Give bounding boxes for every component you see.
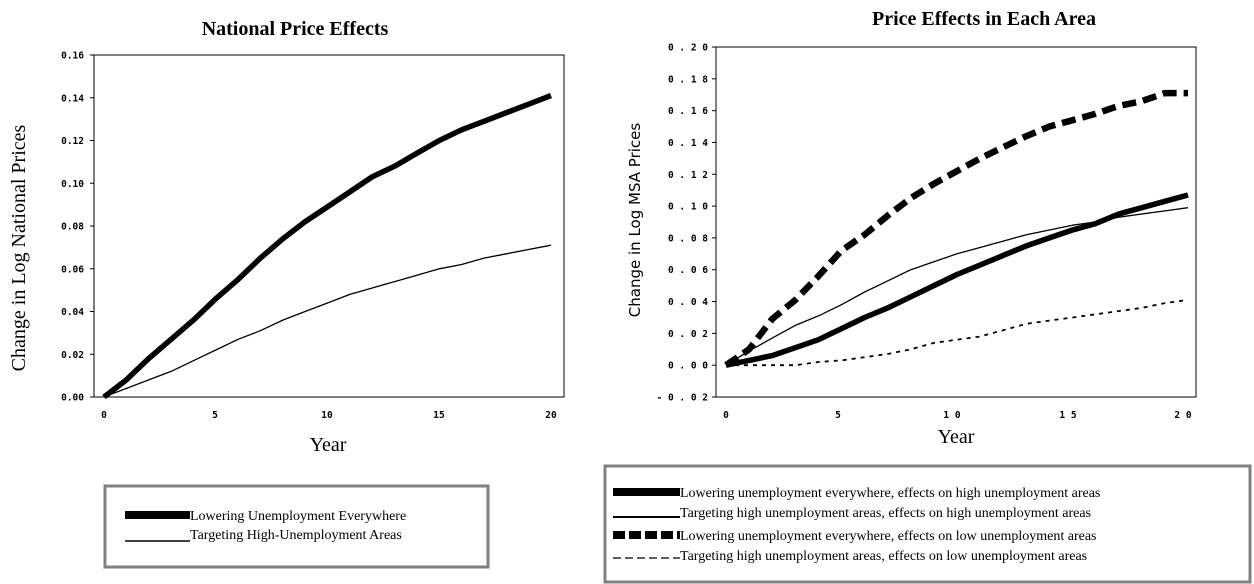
series-line-4	[726, 299, 1189, 367]
legend-entry: Lowering unemployment everywhere, effect…	[680, 486, 1100, 501]
y-tick-label: 0.12	[61, 136, 84, 147]
y-tick-label: 0 . 0 4	[668, 297, 708, 308]
legend-frame	[103, 484, 490, 569]
x-tick-label: 2 0	[1174, 410, 1191, 421]
series-line-2	[725, 207, 1189, 366]
y-tick-label: 0 . 0 0	[668, 361, 708, 372]
y-tick-labels: - 0 . 0 2 0 . 0 0 0 . 0 2 0 . 0 4 0 . 0 6 0 .…	[657, 43, 709, 404]
y-tick-label: 0.16	[61, 51, 84, 62]
x-tick-label: 15	[433, 410, 445, 421]
y-axis-label: Change in Log National Prices	[8, 124, 30, 371]
y-tick-label: 0 . 1 2	[668, 170, 708, 181]
legend: Lowering Unemployment Everywhere Targeti…	[103, 484, 490, 569]
chart-title: Price Effects in Each Area	[872, 8, 1096, 30]
series-lines	[724, 89, 1189, 368]
series-line-3	[724, 89, 1188, 368]
series-line-1	[725, 192, 1189, 368]
series-line-1	[102, 93, 552, 400]
y-tick-label: 0.00	[61, 393, 84, 404]
legend-entry: Targeting high unemployment areas, effec…	[680, 506, 1091, 521]
y-tick-label: 0.04	[61, 307, 84, 318]
x-tick-label: 0	[101, 410, 107, 421]
y-tick-label: 0 . 0 2	[668, 329, 708, 340]
legend: Lowering unemployment everywhere, effect…	[603, 464, 1252, 584]
y-tick-label: 0 . 0 6	[668, 265, 708, 276]
series-line-2	[103, 244, 552, 398]
x-axis-label: Year	[938, 426, 975, 448]
legend-entry: Lowering Unemployment Everywhere	[190, 509, 406, 524]
plot-area-frame	[715, 46, 1197, 398]
legend-entry: Targeting High-Unemployment Areas	[190, 528, 402, 543]
y-tick-label: 0.06	[61, 264, 84, 275]
x-tick-label: 1 0	[943, 410, 960, 421]
y-tick-label: 0 . 1 0	[668, 202, 708, 213]
tick-marks	[712, 46, 716, 398]
y-tick-label: 0.08	[61, 222, 84, 233]
x-tick-label: 0	[723, 410, 729, 421]
y-tick-label: 0 . 1 4	[668, 138, 708, 149]
y-tick-labels: 0.00 0.02 0.04 0.06 0.08 0.10 0.12 0.14 0.16	[61, 51, 84, 404]
series-lines	[102, 93, 552, 400]
chart-title: National Price Effects	[202, 18, 389, 40]
y-tick-label: 0 . 0 8	[668, 233, 708, 244]
x-tick-labels: 0 5 10 15 20	[101, 410, 557, 421]
chart-national-price-effects: National Price Effects 0.000.020.040.060…	[8, 18, 565, 569]
tick-marks	[90, 54, 94, 398]
x-tick-label: 5	[212, 410, 218, 421]
x-tick-label: 20	[545, 410, 557, 421]
x-axis-label: Year	[310, 434, 347, 456]
x-tick-label: 5	[835, 410, 841, 421]
y-tick-label: 0 . 1 8	[668, 74, 708, 85]
y-tick-label: 0.02	[61, 350, 84, 361]
legend-entry: Targeting high unemployment areas, effec…	[680, 549, 1087, 564]
legend-frame	[603, 464, 1252, 584]
chart-price-effects-each-area: Price Effects in Each Area - 0 . 0 2 0 . …	[603, 8, 1252, 584]
x-tick-label: 1 5	[1059, 410, 1076, 421]
y-tick-label: 0 . 2 0	[668, 43, 708, 54]
y-tick-label: 0.14	[61, 93, 84, 104]
y-axis-label: Change in Log MSA Prices	[626, 123, 644, 318]
y-tick-label: 0.10	[61, 179, 84, 190]
x-tick-label: 10	[321, 410, 333, 421]
y-tick-label: - 0 . 0 2	[657, 393, 708, 404]
x-tick-labels: 0 5 1 0 1 5 2 0	[723, 410, 1192, 421]
legend-entry: Lowering unemployment everywhere, effect…	[680, 529, 1097, 544]
y-tick-label: 0 . 1 6	[668, 106, 708, 117]
